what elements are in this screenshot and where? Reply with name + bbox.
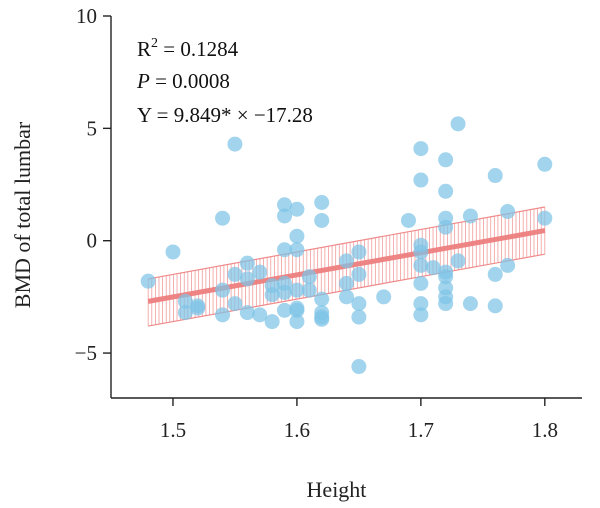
data-point [487,168,503,184]
data-point [400,212,416,228]
data-point [190,300,206,316]
data-point [438,183,454,199]
data-point [227,296,243,312]
r-squared-prefix: R [137,37,151,61]
x-tick-label: 1.5 [160,418,186,442]
data-point [215,282,231,298]
data-point [314,291,330,307]
data-point [438,219,454,235]
data-point [314,311,330,327]
data-point [264,314,280,330]
data-point [277,302,293,318]
data-point [239,271,255,287]
data-point [438,269,454,285]
y-tick-label: 5 [87,116,98,140]
data-point [351,309,367,325]
data-point [537,210,553,226]
data-point [537,156,553,172]
data-point [351,296,367,312]
data-point [351,266,367,282]
data-point [252,307,268,323]
data-point [462,296,478,312]
r-squared-annotation: R2 = 0.1284 [137,36,239,61]
data-point [413,141,429,157]
data-point [140,273,156,289]
data-point [289,242,305,258]
y-axis-title: BMD of total lumbar [10,121,35,308]
x-ticks: 1.5 1.6 1.7 1.8 [160,398,558,442]
data-point [351,244,367,260]
data-point [438,152,454,168]
y-tick-label: 10 [76,4,97,28]
x-tick-label: 1.6 [284,418,310,442]
data-points [140,116,553,375]
band-upper-edge [148,206,545,280]
data-point [500,257,516,273]
data-point [339,289,354,305]
data-point [264,287,280,303]
data-point [277,242,293,258]
data-point [215,307,231,323]
data-point [413,172,429,188]
data-point [413,244,429,260]
y-tick-label: 0 [87,229,98,253]
data-point [339,253,354,269]
data-point [289,302,305,318]
data-point [277,197,293,213]
r-squared-superscript: 2 [151,36,158,51]
data-point [227,266,243,282]
data-point [314,195,330,211]
data-point [289,228,305,244]
data-point [252,264,268,280]
data-point [425,260,441,276]
x-tick-label: 1.7 [408,418,434,442]
data-point [277,208,293,224]
data-point [277,284,293,300]
y-ticks: −5 0 5 10 [75,4,111,365]
x-axis-title: Height [307,477,367,502]
data-point [376,289,392,305]
data-point [438,296,454,312]
data-point [413,296,429,312]
data-point [177,305,193,321]
data-point [487,266,503,282]
data-point [215,210,231,226]
data-point [177,293,193,309]
data-point [239,255,255,271]
data-point [339,275,354,291]
data-point [413,257,429,273]
p-value-annotation: P = 0.0008 [136,69,230,93]
data-point [500,203,516,219]
data-point [227,136,243,152]
data-point [413,307,429,323]
data-point [351,359,367,375]
regression-equation: Y = 9.849* × −17.28 [137,103,313,127]
data-point [239,305,255,321]
r-squared-value: = 0.1284 [158,37,239,61]
data-point [314,212,330,228]
y-tick-label: −5 [75,341,97,365]
data-point [289,314,305,330]
data-point [301,282,317,298]
data-point [487,298,503,314]
data-point [413,275,429,291]
data-point [462,208,478,224]
p-value-value: = 0.0008 [150,69,230,93]
data-point [450,253,466,269]
p-value-label: P [136,69,150,93]
data-point [289,282,305,298]
x-tick-label: 1.8 [532,418,558,442]
data-point [450,116,466,132]
data-point [165,244,181,260]
data-point [289,201,305,217]
data-point [301,269,317,285]
